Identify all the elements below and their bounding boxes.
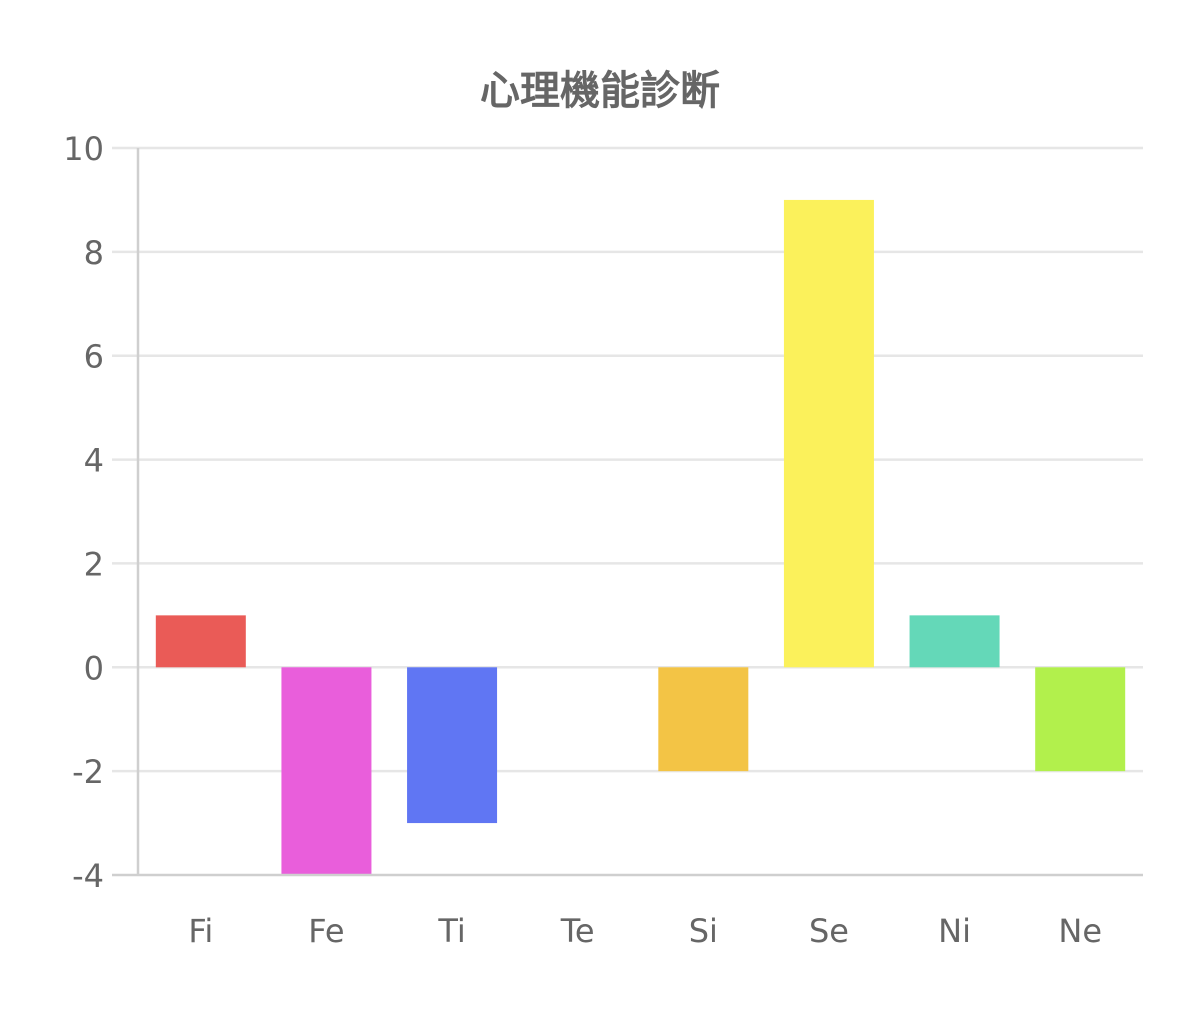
axes xyxy=(112,148,1143,875)
x-tick-label: Se xyxy=(809,912,849,950)
y-tick-label: 10 xyxy=(63,130,104,168)
y-tick-label: 0 xyxy=(84,649,104,687)
gridlines xyxy=(112,148,1143,771)
x-tick-label: Ne xyxy=(1058,912,1102,950)
bar-si xyxy=(658,667,748,771)
x-tick-label: Ti xyxy=(437,912,465,950)
bar-se xyxy=(784,200,874,667)
y-tick-label: 2 xyxy=(84,545,104,583)
bar-ti xyxy=(407,667,497,823)
bar-fi xyxy=(156,615,246,667)
chart-title: 心理機能診断 xyxy=(480,68,720,114)
x-tick-label: Fe xyxy=(308,912,344,950)
y-tick-label: 8 xyxy=(84,234,104,272)
bar-fe xyxy=(281,667,371,875)
y-tick-label: -2 xyxy=(72,753,104,791)
y-tick-label: -4 xyxy=(72,857,104,895)
y-tick-label: 4 xyxy=(84,442,104,480)
x-tick-label: Fi xyxy=(188,912,213,950)
bar-ni xyxy=(910,615,1000,667)
x-tick-label: Te xyxy=(560,912,595,950)
y-tick-label: 6 xyxy=(84,338,104,376)
y-axis-ticks: 10 8 6 4 2 0 -2 -4 xyxy=(63,130,104,895)
x-tick-label: Si xyxy=(689,912,718,950)
x-tick-label: Ni xyxy=(938,912,971,950)
bar-ne xyxy=(1035,667,1125,771)
bars xyxy=(156,200,1125,875)
x-axis-ticks: Fi Fe Ti Te Si Se Ni Ne xyxy=(188,912,1102,950)
